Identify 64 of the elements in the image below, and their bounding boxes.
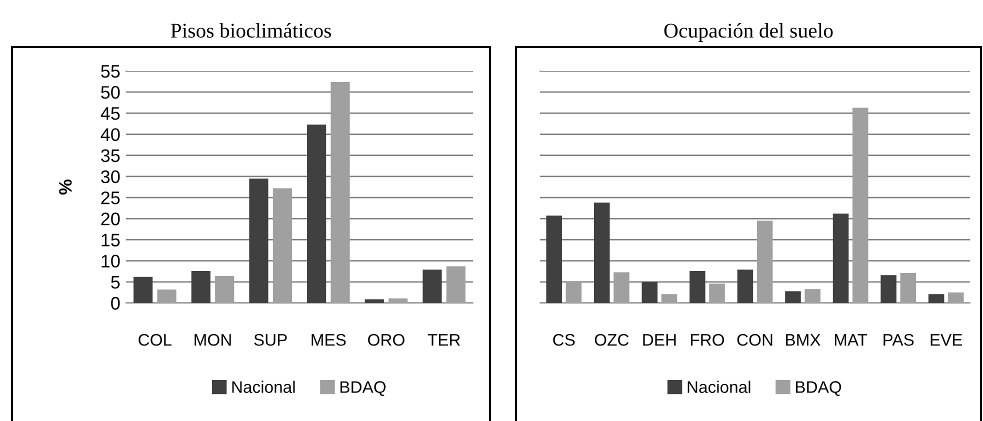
x-tick-label: DEH (643, 334, 676, 346)
bar (330, 82, 350, 303)
x-tick-label: COL (138, 334, 172, 346)
legend-label: BDAQ (796, 381, 842, 396)
legend-label: Nacional (232, 380, 295, 393)
bar (832, 214, 849, 303)
y-tick-label: 35 (101, 149, 120, 162)
x-tick-label: MES (312, 334, 346, 346)
x-tick-label: MAT (834, 334, 868, 346)
bar (852, 108, 868, 303)
y-tick-label: 45 (100, 107, 120, 120)
bar (785, 291, 801, 303)
bar (546, 216, 562, 303)
bar (642, 282, 658, 303)
y-tick-label: 20 (101, 212, 120, 226)
bar (948, 292, 964, 303)
x-tick-label: EVE (930, 334, 962, 346)
bar (804, 289, 820, 303)
y-tick-label: 0 (111, 296, 120, 310)
y-tick-label: 15 (102, 234, 120, 246)
bar (737, 270, 754, 303)
x-tick-label: ORO (368, 334, 404, 346)
x-tick-label: PAS (884, 334, 914, 346)
x-tick-label: TER (428, 334, 460, 346)
bar (157, 290, 176, 303)
y-tick-label: 40 (100, 128, 120, 141)
bar (709, 284, 725, 303)
x-tick-label: SUP (254, 334, 287, 346)
bar (422, 270, 442, 303)
bar (880, 275, 896, 303)
bar (614, 272, 630, 303)
bar (756, 220, 773, 303)
x-tick-label: CON (737, 334, 772, 346)
x-tick-label: BMX (786, 334, 820, 346)
y-tick-label: 50 (101, 86, 120, 99)
legend-label: BDAQ (340, 381, 386, 396)
bar (446, 266, 466, 303)
y-axis-title: % (59, 179, 72, 195)
x-tick-label: FRO (691, 334, 724, 346)
bar (388, 298, 408, 303)
legend-label: Nacional (688, 380, 750, 393)
bar (307, 124, 326, 303)
bar (566, 282, 582, 303)
y-tick-label: 55 (101, 65, 120, 78)
y-tick-label: 10 (102, 254, 120, 268)
bar (249, 178, 268, 303)
bar (134, 276, 153, 303)
bar (900, 273, 916, 303)
y-tick-label: 5 (111, 276, 120, 289)
chart-title: Pisos bioclimáticos (170, 23, 331, 38)
bar (661, 294, 678, 303)
bar (594, 202, 610, 303)
x-tick-label: CS (553, 334, 575, 346)
bar (928, 294, 944, 303)
bar (690, 270, 706, 303)
y-tick-label: 25 (101, 191, 120, 204)
y-tick-label: 30 (101, 170, 120, 184)
chart-title: Ocupación del suelo (664, 23, 833, 42)
bar (364, 299, 384, 303)
bar (272, 188, 292, 303)
x-tick-label: MON (194, 334, 231, 346)
bar (191, 270, 210, 303)
x-tick-label: OZC (594, 334, 629, 346)
bar (215, 276, 234, 303)
